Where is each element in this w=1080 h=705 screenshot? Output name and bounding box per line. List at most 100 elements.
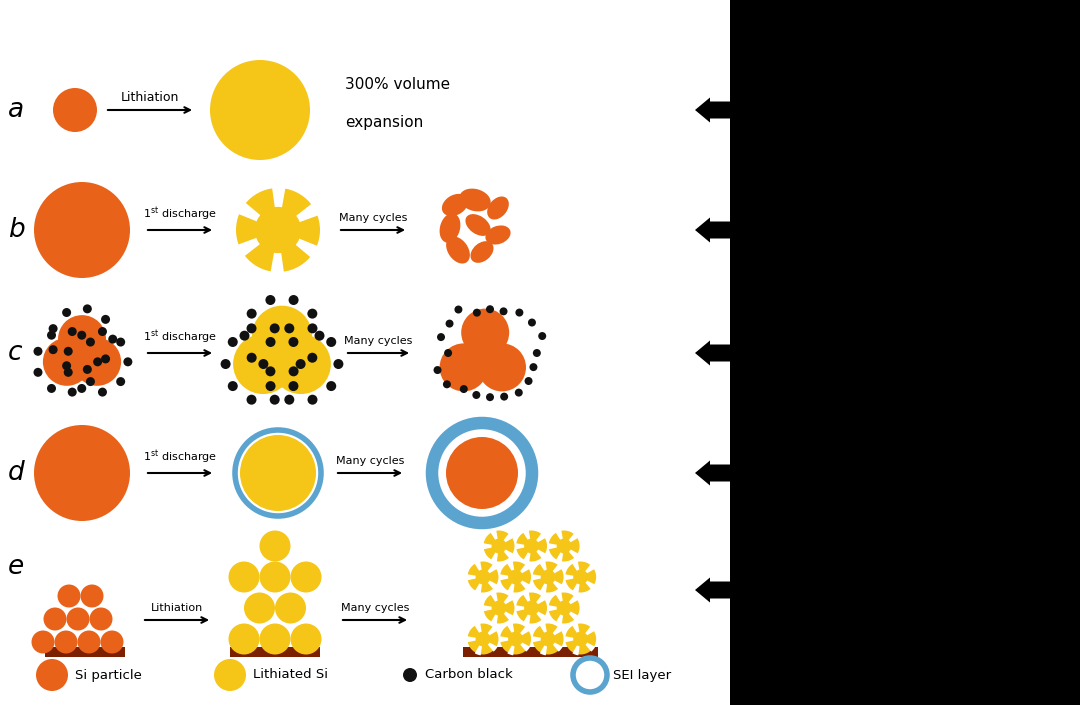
Wedge shape: [474, 560, 483, 577]
Circle shape: [244, 592, 275, 623]
Wedge shape: [531, 574, 549, 580]
Circle shape: [33, 425, 130, 521]
Circle shape: [64, 347, 72, 356]
Text: Many cycles: Many cycles: [336, 456, 404, 466]
Circle shape: [117, 377, 125, 386]
Ellipse shape: [446, 236, 470, 264]
Circle shape: [266, 367, 275, 376]
Bar: [45, 647, 125, 657]
Circle shape: [500, 561, 531, 592]
Circle shape: [48, 331, 56, 340]
Circle shape: [78, 384, 86, 393]
Circle shape: [468, 561, 499, 592]
Circle shape: [48, 384, 56, 393]
Text: a: a: [8, 97, 24, 123]
Circle shape: [515, 309, 524, 317]
Wedge shape: [515, 577, 530, 589]
Wedge shape: [572, 577, 581, 594]
Circle shape: [437, 333, 445, 341]
Circle shape: [491, 601, 507, 615]
Circle shape: [100, 630, 123, 654]
Circle shape: [266, 381, 275, 391]
Circle shape: [500, 307, 508, 315]
Wedge shape: [581, 626, 595, 639]
Circle shape: [515, 388, 523, 397]
Wedge shape: [556, 608, 564, 625]
Circle shape: [288, 367, 298, 376]
Wedge shape: [540, 639, 549, 656]
Wedge shape: [548, 543, 564, 549]
Circle shape: [473, 309, 481, 317]
Text: Carbon black: Carbon black: [426, 668, 513, 682]
Wedge shape: [483, 577, 498, 589]
Bar: [730, 0, 1080, 705]
Circle shape: [63, 308, 71, 317]
Circle shape: [525, 377, 532, 385]
Circle shape: [98, 327, 107, 336]
Circle shape: [67, 608, 90, 630]
Circle shape: [33, 182, 130, 278]
Circle shape: [291, 561, 322, 592]
Wedge shape: [524, 546, 531, 563]
Circle shape: [541, 632, 555, 646]
Wedge shape: [278, 230, 318, 257]
Circle shape: [275, 592, 306, 623]
Text: 1$^{\rm st}$ discharge: 1$^{\rm st}$ discharge: [143, 448, 217, 466]
Wedge shape: [540, 577, 549, 594]
Circle shape: [240, 435, 316, 511]
Circle shape: [54, 630, 78, 654]
Circle shape: [255, 207, 301, 253]
Wedge shape: [539, 623, 549, 639]
Circle shape: [266, 337, 275, 347]
Ellipse shape: [487, 197, 509, 219]
Circle shape: [252, 306, 312, 366]
Wedge shape: [515, 564, 530, 577]
Circle shape: [475, 570, 490, 584]
Circle shape: [443, 380, 451, 388]
Wedge shape: [483, 564, 497, 577]
Wedge shape: [549, 639, 563, 651]
Text: Si particle: Si particle: [75, 668, 141, 682]
Wedge shape: [555, 591, 564, 608]
Circle shape: [461, 309, 509, 357]
Circle shape: [36, 659, 68, 691]
Circle shape: [33, 368, 42, 377]
Circle shape: [541, 570, 555, 584]
Circle shape: [516, 592, 548, 623]
Circle shape: [237, 188, 320, 272]
Circle shape: [64, 368, 72, 377]
Circle shape: [446, 437, 518, 509]
Circle shape: [246, 395, 257, 405]
Circle shape: [57, 584, 81, 608]
Wedge shape: [515, 626, 530, 639]
Circle shape: [468, 623, 499, 654]
Wedge shape: [483, 639, 498, 651]
Circle shape: [508, 632, 523, 646]
Circle shape: [90, 608, 112, 630]
Circle shape: [266, 295, 275, 305]
Circle shape: [228, 337, 238, 347]
Wedge shape: [515, 543, 531, 549]
Circle shape: [472, 391, 481, 399]
Circle shape: [556, 539, 571, 553]
Text: Many cycles: Many cycles: [343, 336, 413, 346]
Wedge shape: [549, 577, 563, 589]
Circle shape: [484, 530, 514, 561]
Circle shape: [73, 338, 121, 386]
Circle shape: [484, 592, 514, 623]
Circle shape: [86, 377, 95, 386]
Wedge shape: [548, 605, 564, 611]
Wedge shape: [467, 574, 483, 580]
Circle shape: [556, 601, 571, 615]
FancyArrow shape: [696, 577, 742, 603]
Wedge shape: [499, 574, 515, 580]
Circle shape: [532, 561, 564, 592]
Circle shape: [68, 388, 77, 397]
Circle shape: [229, 623, 259, 654]
Circle shape: [565, 623, 596, 654]
Circle shape: [78, 331, 86, 340]
Wedge shape: [278, 204, 319, 230]
Wedge shape: [490, 608, 499, 625]
Circle shape: [233, 334, 293, 394]
Circle shape: [270, 395, 280, 405]
